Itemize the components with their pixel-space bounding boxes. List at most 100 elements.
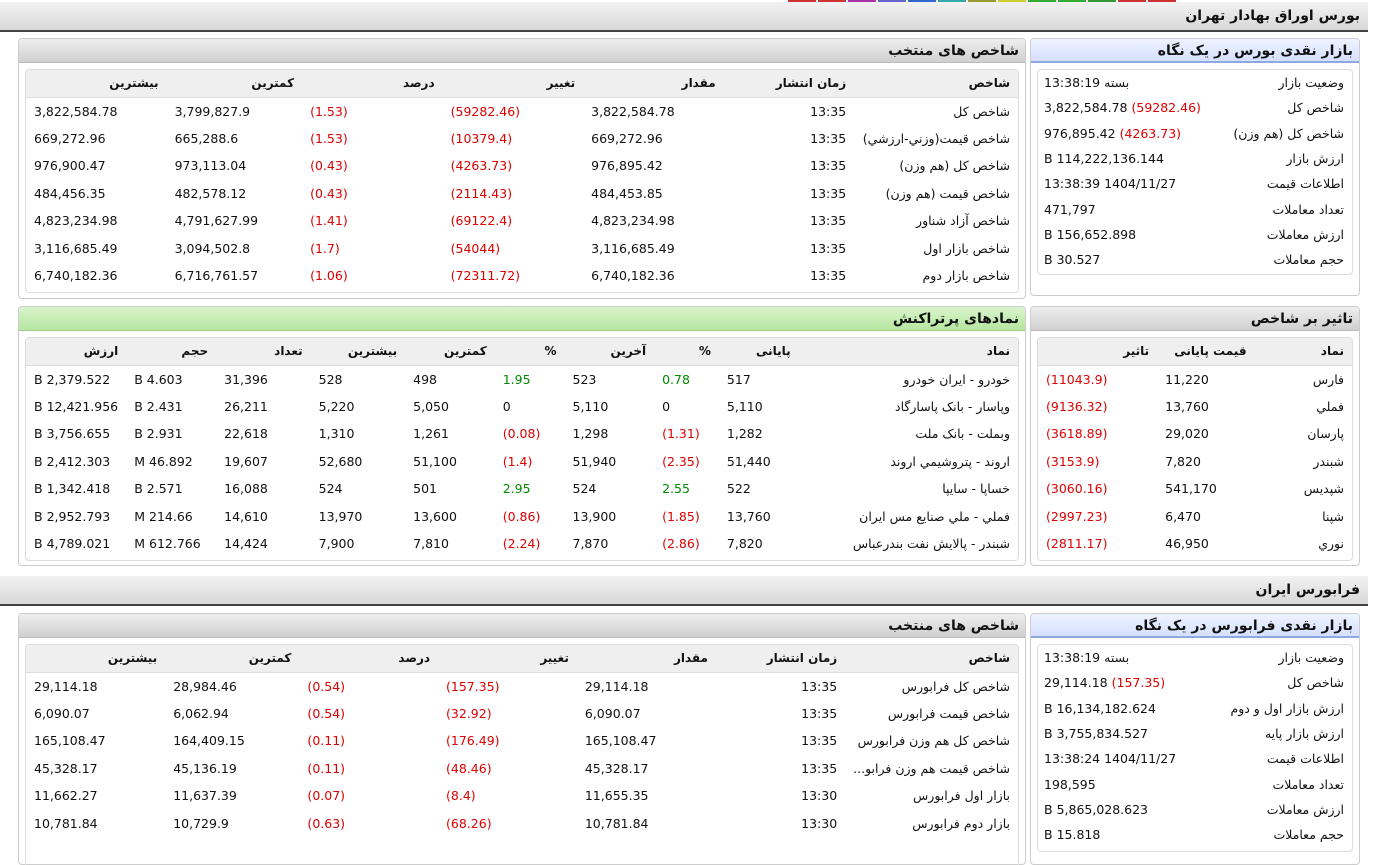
tse-active-row[interactable]: فملي - ملي صنايع مس ايران 13,760 (1.85) 13,… xyxy=(26,503,1018,531)
tse-active-cell: 14,424 xyxy=(224,536,268,552)
tse-impact-header[interactable]: تاثیر xyxy=(1038,338,1158,366)
tse-index-cell: (0.43) xyxy=(310,158,348,174)
tse-index-cell: (54044) xyxy=(450,240,501,256)
ifb-index-header[interactable]: درصد xyxy=(299,645,439,673)
tse-active-header[interactable]: تعداد xyxy=(216,338,311,366)
tse-active-cell: 528 xyxy=(318,371,343,387)
ifb-index-row[interactable]: بازار دوم فرابورس 13:30 10,781.84 (68.26) (0… xyxy=(26,810,1018,838)
tse-active-cell: 13,600 xyxy=(413,508,457,524)
tse-index-cell: 669,272.96 xyxy=(591,130,663,146)
tse-index-row[interactable]: شاخص قیمت (هم وزن) 13:35 484,453.85 (2114.4… xyxy=(26,180,1018,208)
tse-active-row[interactable]: وپاسار - بانک پاسارگاد 5,110 0 5,110 0 5,050 5… xyxy=(26,393,1018,421)
ifb-index-header[interactable]: شاخص xyxy=(845,645,1018,673)
tse-overview-label: شاخص کل (هم وزن) xyxy=(1233,125,1344,141)
ifb-index-cell: (157.35) xyxy=(446,678,500,694)
tse-active-row[interactable]: اروند - پتروشيمي اروند 51,440 (2.35) 51,940… xyxy=(26,448,1018,476)
tse-index-cell: 3,116,685.49 xyxy=(34,240,118,256)
tse-active-panel: نمادهای پرتراکنش نماد پایانی% آخرین% کمترین… xyxy=(18,306,1026,566)
ifb-index-row[interactable]: شاخص قیمت فرابورس 13:35 6,090.07 (32.92) (0.… xyxy=(26,700,1018,728)
tse-impact-box: نماد قیمت پایانی تاثیر فارس 11,220 (11043.9) ف… xyxy=(1037,337,1353,561)
tse-impact-row[interactable]: نوري 46,950 (2811.17) xyxy=(1038,530,1352,558)
ifb-overview-panel: بازار نقدی فرابورس در یک نگاه وضعیت بازا… xyxy=(1030,613,1360,865)
ifb-index-header[interactable]: مقدار xyxy=(576,645,716,673)
ifb-index-header[interactable]: تغییر xyxy=(438,645,577,673)
tse-index-row[interactable]: شاخص کل (هم وزن) 13:35 976,895.42 (4263.73)… xyxy=(26,152,1018,180)
tse-active-header[interactable]: % xyxy=(494,338,565,366)
tse-overview-value-text: 976,895.42 xyxy=(1044,125,1116,141)
ifb-index-row[interactable]: شاخص قیمت هم وزن فرابو... 13:35 45,328.17 (… xyxy=(26,755,1018,783)
tse-active-cell: 12,421.956 B xyxy=(34,398,119,414)
tse-active-cell: 612.766 M xyxy=(134,536,201,552)
tse-active-row[interactable]: وبملت - بانک ملت 1,282 (1.31) 1,298 (0.08) 1,… xyxy=(26,420,1018,448)
tse-index-row[interactable]: شاخص قيمت(وزني-ارزشي) 13:35 669,272.96 (103… xyxy=(26,125,1018,153)
tse-impact-header[interactable]: قیمت پایانی xyxy=(1157,338,1255,366)
tse-impact-row[interactable]: فارس 11,220 (11043.9) xyxy=(1038,365,1352,393)
tse-index-header[interactable]: کمترین xyxy=(166,70,303,98)
tse-active-row[interactable]: خودرو - ايران خودرو 517 0.78 523 1.95 498 528 3… xyxy=(26,365,1018,393)
tse-active-cell: 26,211 xyxy=(224,398,268,414)
tse-index-cell: 13:35 xyxy=(810,130,847,146)
tse-overview-change: (59282.46) xyxy=(1131,100,1201,116)
ifb-index-header[interactable]: زمان انتشار xyxy=(716,645,846,673)
ifb-overview-label: وضعیت بازار xyxy=(1278,650,1344,666)
tse-impact-row[interactable]: فملي 13,760 (9136.32) xyxy=(1038,393,1352,421)
ifb-index-header[interactable]: بیشترین xyxy=(26,645,166,673)
tse-index-cell: 13:35 xyxy=(810,268,847,284)
ifb-overview-label: ارزش بازار پایه xyxy=(1264,726,1344,742)
tse-index-row[interactable]: شاخص آزاد شناور 13:35 4,823,234.98 (69122.4… xyxy=(26,207,1018,235)
ifb-index-cell: 13:35 xyxy=(801,760,838,776)
tse-index-header[interactable]: مقدار xyxy=(583,70,724,98)
tse-impact-cell: (3153.9) xyxy=(1046,453,1100,469)
tse-impact-row[interactable]: شپديس 541,170 (3060.16) xyxy=(1038,475,1352,503)
tse-overview-value-text: 114,222,136.144 B xyxy=(1044,151,1164,167)
tse-active-cell: 13,970 xyxy=(318,508,363,524)
tse-active-table: نماد پایانی% آخرین% کمترین بیشترین تعداد حجم ار… xyxy=(26,338,1018,558)
ifb-overview-value: 3,755,834.527 B xyxy=(1038,721,1195,746)
tse-index-row[interactable]: شاخص بازار دوم 13:35 6,740,182.36 (72311.72… xyxy=(26,262,1018,290)
tse-index-header[interactable]: شاخص xyxy=(854,70,1018,98)
tse-active-header[interactable]: ارزش xyxy=(26,338,127,366)
ifb-overview-value-text: 198,595 xyxy=(1044,776,1096,792)
tse-overview-box: وضعیت بازار بسته 13:38:19 شاخص کل (59282.46… xyxy=(1037,69,1353,275)
tse-impact-row[interactable]: پارسان 29,020 (3618.89) xyxy=(1038,420,1352,448)
tse-impact-row[interactable]: شبندر 7,820 (3153.9) xyxy=(1038,448,1352,476)
ifb-index-row[interactable]: شاخص کل هم وزن فرابورس 13:35 165,108.47 (17… xyxy=(26,727,1018,755)
tse-active-header[interactable]: % xyxy=(654,338,719,366)
tse-index-cell: (1.7) xyxy=(310,240,340,256)
tse-index-row[interactable]: شاخص بازار اول 13:35 3,116,685.49 (54044) (1… xyxy=(26,235,1018,263)
ifb-overview-value: 16,134,182.624 B xyxy=(1038,696,1195,721)
ifb-index-header[interactable]: کمترین xyxy=(165,645,300,673)
tse-overview-row: تعداد معاملات 471,797 xyxy=(1038,196,1352,221)
tse-index-header[interactable]: درصد xyxy=(302,70,443,98)
tse-active-row[interactable]: شبندر - پالايش نفت بندرعباس 7,820 (2.86) 7,… xyxy=(26,530,1018,558)
tse-active-cell: 1,342.418 B xyxy=(34,481,111,497)
tse-impact-row[interactable]: شپنا 6,470 (2997.23) xyxy=(1038,503,1352,531)
ifb-overview-value: 1404/11/27 13:38:24 xyxy=(1038,746,1195,771)
tse-active-cell: 4.603 B xyxy=(134,371,183,387)
tse-active-header[interactable]: کمترین xyxy=(405,338,495,366)
tse-active-cell: (1.85) xyxy=(662,508,700,524)
tse-impact-header[interactable]: نماد xyxy=(1254,338,1352,366)
ifb-section-header: فرابورس ایران xyxy=(0,576,1368,606)
ifb-overview-row: اطلاعات قیمت 1404/11/27 13:38:24 xyxy=(1038,746,1352,771)
tse-active-header[interactable]: حجم xyxy=(126,338,217,366)
tse-index-header[interactable]: بیشترین xyxy=(26,70,167,98)
tse-overview-row: شاخص کل (هم وزن) (4263.73) 976,895.42 xyxy=(1038,121,1352,146)
tse-active-header[interactable]: بیشترین xyxy=(310,338,406,366)
ifb-overview-value-text: 3,755,834.527 B xyxy=(1044,726,1149,742)
ifb-index-row[interactable]: شاخص کل فرابورس 13:35 29,114.18 (157.35) (0.… xyxy=(26,672,1018,700)
tse-active-cell: وپاسار - بانک پاسارگاد xyxy=(895,398,1010,414)
ifb-index-cell: (32.92) xyxy=(446,705,492,721)
ifb-index-row[interactable]: بازار اول فرابورس 13:30 11,655.35 (8.4) (0.0… xyxy=(26,782,1018,810)
tse-active-header[interactable]: آخرین xyxy=(564,338,655,366)
tse-index-header[interactable]: تغییر xyxy=(442,70,584,98)
tse-index-header[interactable]: زمان انتشار xyxy=(723,70,855,98)
tse-active-header[interactable]: نماد xyxy=(798,338,1018,366)
tse-active-cell: 31,396 xyxy=(224,371,268,387)
tse-index-cell: 4,791,627.99 xyxy=(174,213,259,229)
tse-active-row[interactable]: خساپا - سايپا 522 2.55 524 2.95 501 524 16,088 2… xyxy=(26,475,1018,503)
tse-index-row[interactable]: شاخص کل 13:35 3,822,584.78 (59282.46) (1.53)… xyxy=(26,97,1018,125)
tse-active-header[interactable]: پایانی xyxy=(718,338,799,366)
tse-impact-cell: پارسان xyxy=(1307,426,1344,442)
ifb-overview-row: حجم معاملات 15.818 B xyxy=(1038,822,1352,847)
